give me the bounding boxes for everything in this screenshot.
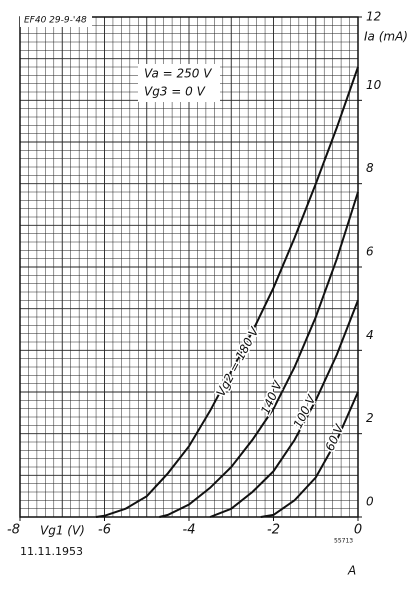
y-tick-label: 10: [366, 78, 382, 92]
x-tick-label: -4: [183, 523, 196, 538]
x-tick-label: -8: [7, 523, 20, 538]
series-label: 140 V: [258, 378, 285, 416]
annotation: Va = 250 V: [144, 67, 212, 81]
y-tick-label: 2: [366, 411, 374, 425]
footer-date: 11.11.1953: [20, 545, 83, 558]
annotation: Vg3 = 0 V: [144, 85, 206, 99]
x-axis-label: Vg1 (V): [40, 524, 85, 538]
footer-code: 55713: [334, 538, 353, 545]
x-tick-label: 0: [354, 523, 362, 538]
y-tick-label: 6: [366, 245, 374, 259]
curve: [159, 191, 359, 518]
condition-box: [138, 64, 220, 102]
y-tick-label: 0: [366, 495, 374, 509]
x-tick-label: -2: [267, 523, 280, 538]
x-tick-label: -6: [98, 523, 111, 538]
curve: [95, 66, 359, 518]
note-box: [20, 14, 92, 27]
grid: [20, 17, 358, 517]
curve: [209, 299, 359, 518]
series-label: 100 V: [291, 392, 319, 430]
footer-letter: A: [347, 564, 356, 578]
y-tick-label: 12: [366, 10, 381, 24]
header-note: EF40 29-9-'48: [24, 16, 87, 26]
curve: [260, 391, 359, 518]
y-axis-label: Ia (mA): [364, 30, 408, 44]
y-tick-label: 8: [366, 161, 374, 175]
series-label: Vg2 = 180 V: [214, 324, 262, 398]
y-tick-label: 4: [366, 328, 374, 342]
